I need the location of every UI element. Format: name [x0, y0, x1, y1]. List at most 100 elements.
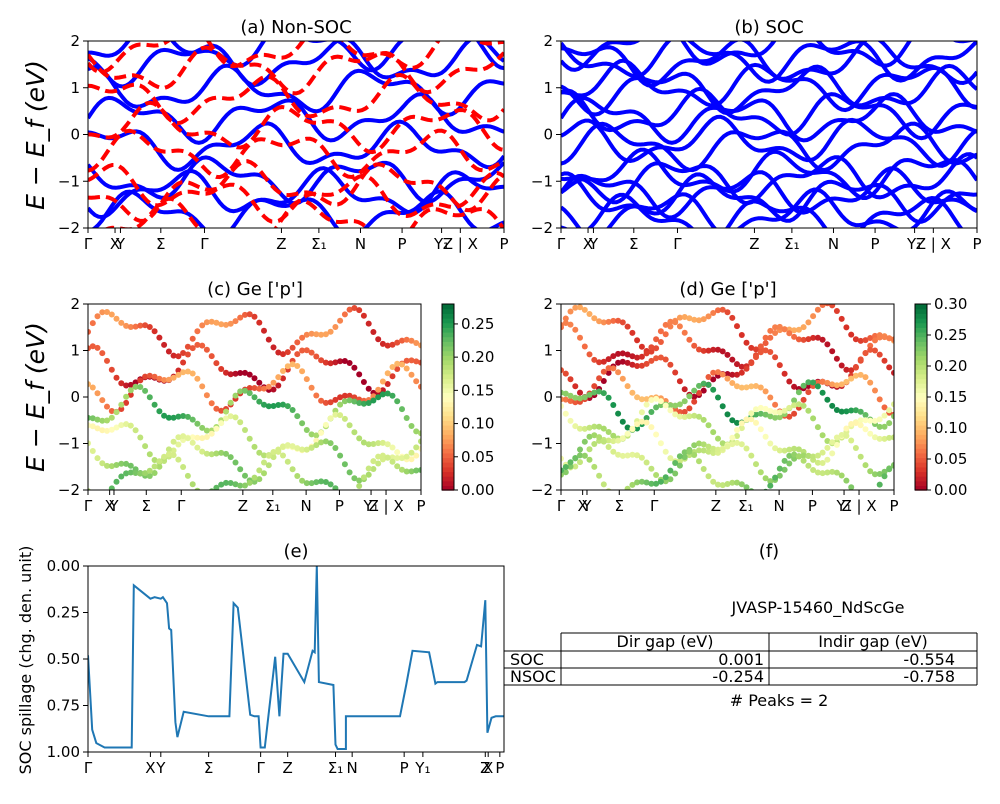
projected-band-point	[743, 416, 750, 423]
projected-band-point	[719, 440, 726, 447]
y-tick-label: −1	[531, 435, 553, 453]
projected-band-point	[246, 371, 253, 378]
projected-band-point	[843, 425, 850, 432]
projected-band-point	[786, 452, 793, 459]
projected-band-point	[351, 429, 358, 436]
projected-band-point	[762, 475, 769, 482]
x-tick-label: Y	[108, 497, 119, 515]
colorbar-segment	[442, 476, 454, 482]
x-tick-label: Σ₁	[311, 235, 327, 253]
projected-band-point	[199, 322, 206, 329]
projected-band-point	[748, 383, 755, 390]
projected-band-point	[667, 407, 674, 414]
projected-band-point	[189, 481, 196, 488]
projected-band-point	[738, 441, 745, 448]
projected-band-point	[170, 438, 177, 445]
projected-band-point	[313, 432, 320, 439]
projected-band-point	[667, 361, 674, 368]
colorbar-tick-label: 0.25	[934, 326, 967, 344]
projected-band-point	[696, 346, 702, 353]
projected-band-point	[351, 398, 358, 405]
panel-a-frame	[87, 40, 505, 229]
projected-band-point	[108, 311, 115, 318]
projected-band-point	[619, 452, 626, 459]
projected-band-point	[332, 485, 339, 490]
projected-band-point	[800, 452, 807, 459]
projected-band-point	[365, 441, 372, 448]
projected-band-point	[610, 448, 617, 455]
projected-band-point	[805, 389, 812, 396]
projected-band-point	[94, 425, 101, 432]
projected-band-point	[833, 407, 840, 413]
projected-band-point	[700, 447, 707, 454]
projected-band-point	[786, 378, 793, 385]
projected-band-point	[165, 446, 172, 453]
projected-band-point	[123, 382, 130, 389]
projected-band-point	[161, 453, 168, 460]
projected-band-point	[824, 396, 831, 403]
projected-band-point	[781, 370, 788, 377]
projected-band-point	[572, 326, 579, 333]
colorbar-segment	[442, 359, 454, 366]
projected-band-point	[384, 390, 391, 397]
colorbar-segment	[915, 410, 927, 417]
projected-band-point	[184, 343, 191, 350]
colorbar-tick-label: 0.30	[934, 295, 967, 313]
colorbar-tick-label: 0.25	[461, 315, 494, 333]
projected-band-point	[408, 337, 415, 344]
projected-band-point	[738, 425, 745, 432]
colorbar-segment	[442, 415, 454, 421]
projected-band-point	[375, 460, 382, 467]
projected-band-point	[833, 434, 840, 441]
band-line	[561, 41, 977, 88]
projected-band-point	[876, 423, 883, 430]
projected-band-point	[810, 334, 817, 341]
projected-band-point	[360, 312, 367, 319]
projected-band-point	[843, 408, 850, 415]
projected-band-point	[600, 368, 607, 375]
projected-band-point	[577, 425, 583, 432]
projected-band-point	[118, 319, 125, 326]
colorbar-segment	[915, 369, 927, 375]
projected-band-point	[204, 491, 210, 497]
y-tick-label: 0.25	[47, 604, 80, 622]
projected-band-point	[370, 458, 377, 465]
projected-band-point	[862, 337, 869, 344]
projected-band-point	[862, 350, 869, 356]
colorbar-segment	[442, 336, 454, 342]
projected-band-point	[180, 369, 187, 376]
projected-band-point	[161, 412, 168, 419]
projected-band-point	[194, 375, 201, 382]
projected-band-point	[337, 452, 344, 459]
projected-band-point	[662, 474, 669, 481]
projected-band-point	[629, 389, 636, 396]
projected-band-point	[577, 334, 583, 341]
projected-band-point	[256, 476, 263, 483]
projected-band-point	[624, 351, 631, 358]
projected-band-point	[700, 387, 707, 394]
band-y-axis-label-bottom: E − E_f (eV)	[21, 322, 50, 472]
projected-band-point	[710, 429, 717, 436]
projected-band-point	[724, 375, 731, 382]
projected-band-point	[705, 448, 712, 455]
colorbar-segment	[915, 322, 927, 328]
projected-band-point	[94, 390, 101, 397]
projected-band-point	[151, 401, 158, 408]
projected-band-point	[862, 462, 869, 469]
projected-band-point	[180, 350, 187, 356]
projected-band-point	[819, 304, 826, 308]
x-tick-label: Γ	[256, 759, 265, 777]
projected-band-point	[194, 341, 201, 348]
projected-band-point	[838, 362, 845, 369]
x-tick-label: N	[355, 235, 366, 253]
projected-band-point	[223, 369, 229, 376]
projected-band-point	[227, 454, 234, 461]
x-tick-label: X	[583, 235, 593, 253]
projected-band-point	[346, 469, 353, 476]
projected-band-point	[605, 488, 612, 490]
projected-band-point	[753, 406, 759, 413]
projected-band-point	[203, 434, 210, 440]
projected-band-point	[696, 447, 702, 454]
projected-band-point	[389, 364, 396, 370]
